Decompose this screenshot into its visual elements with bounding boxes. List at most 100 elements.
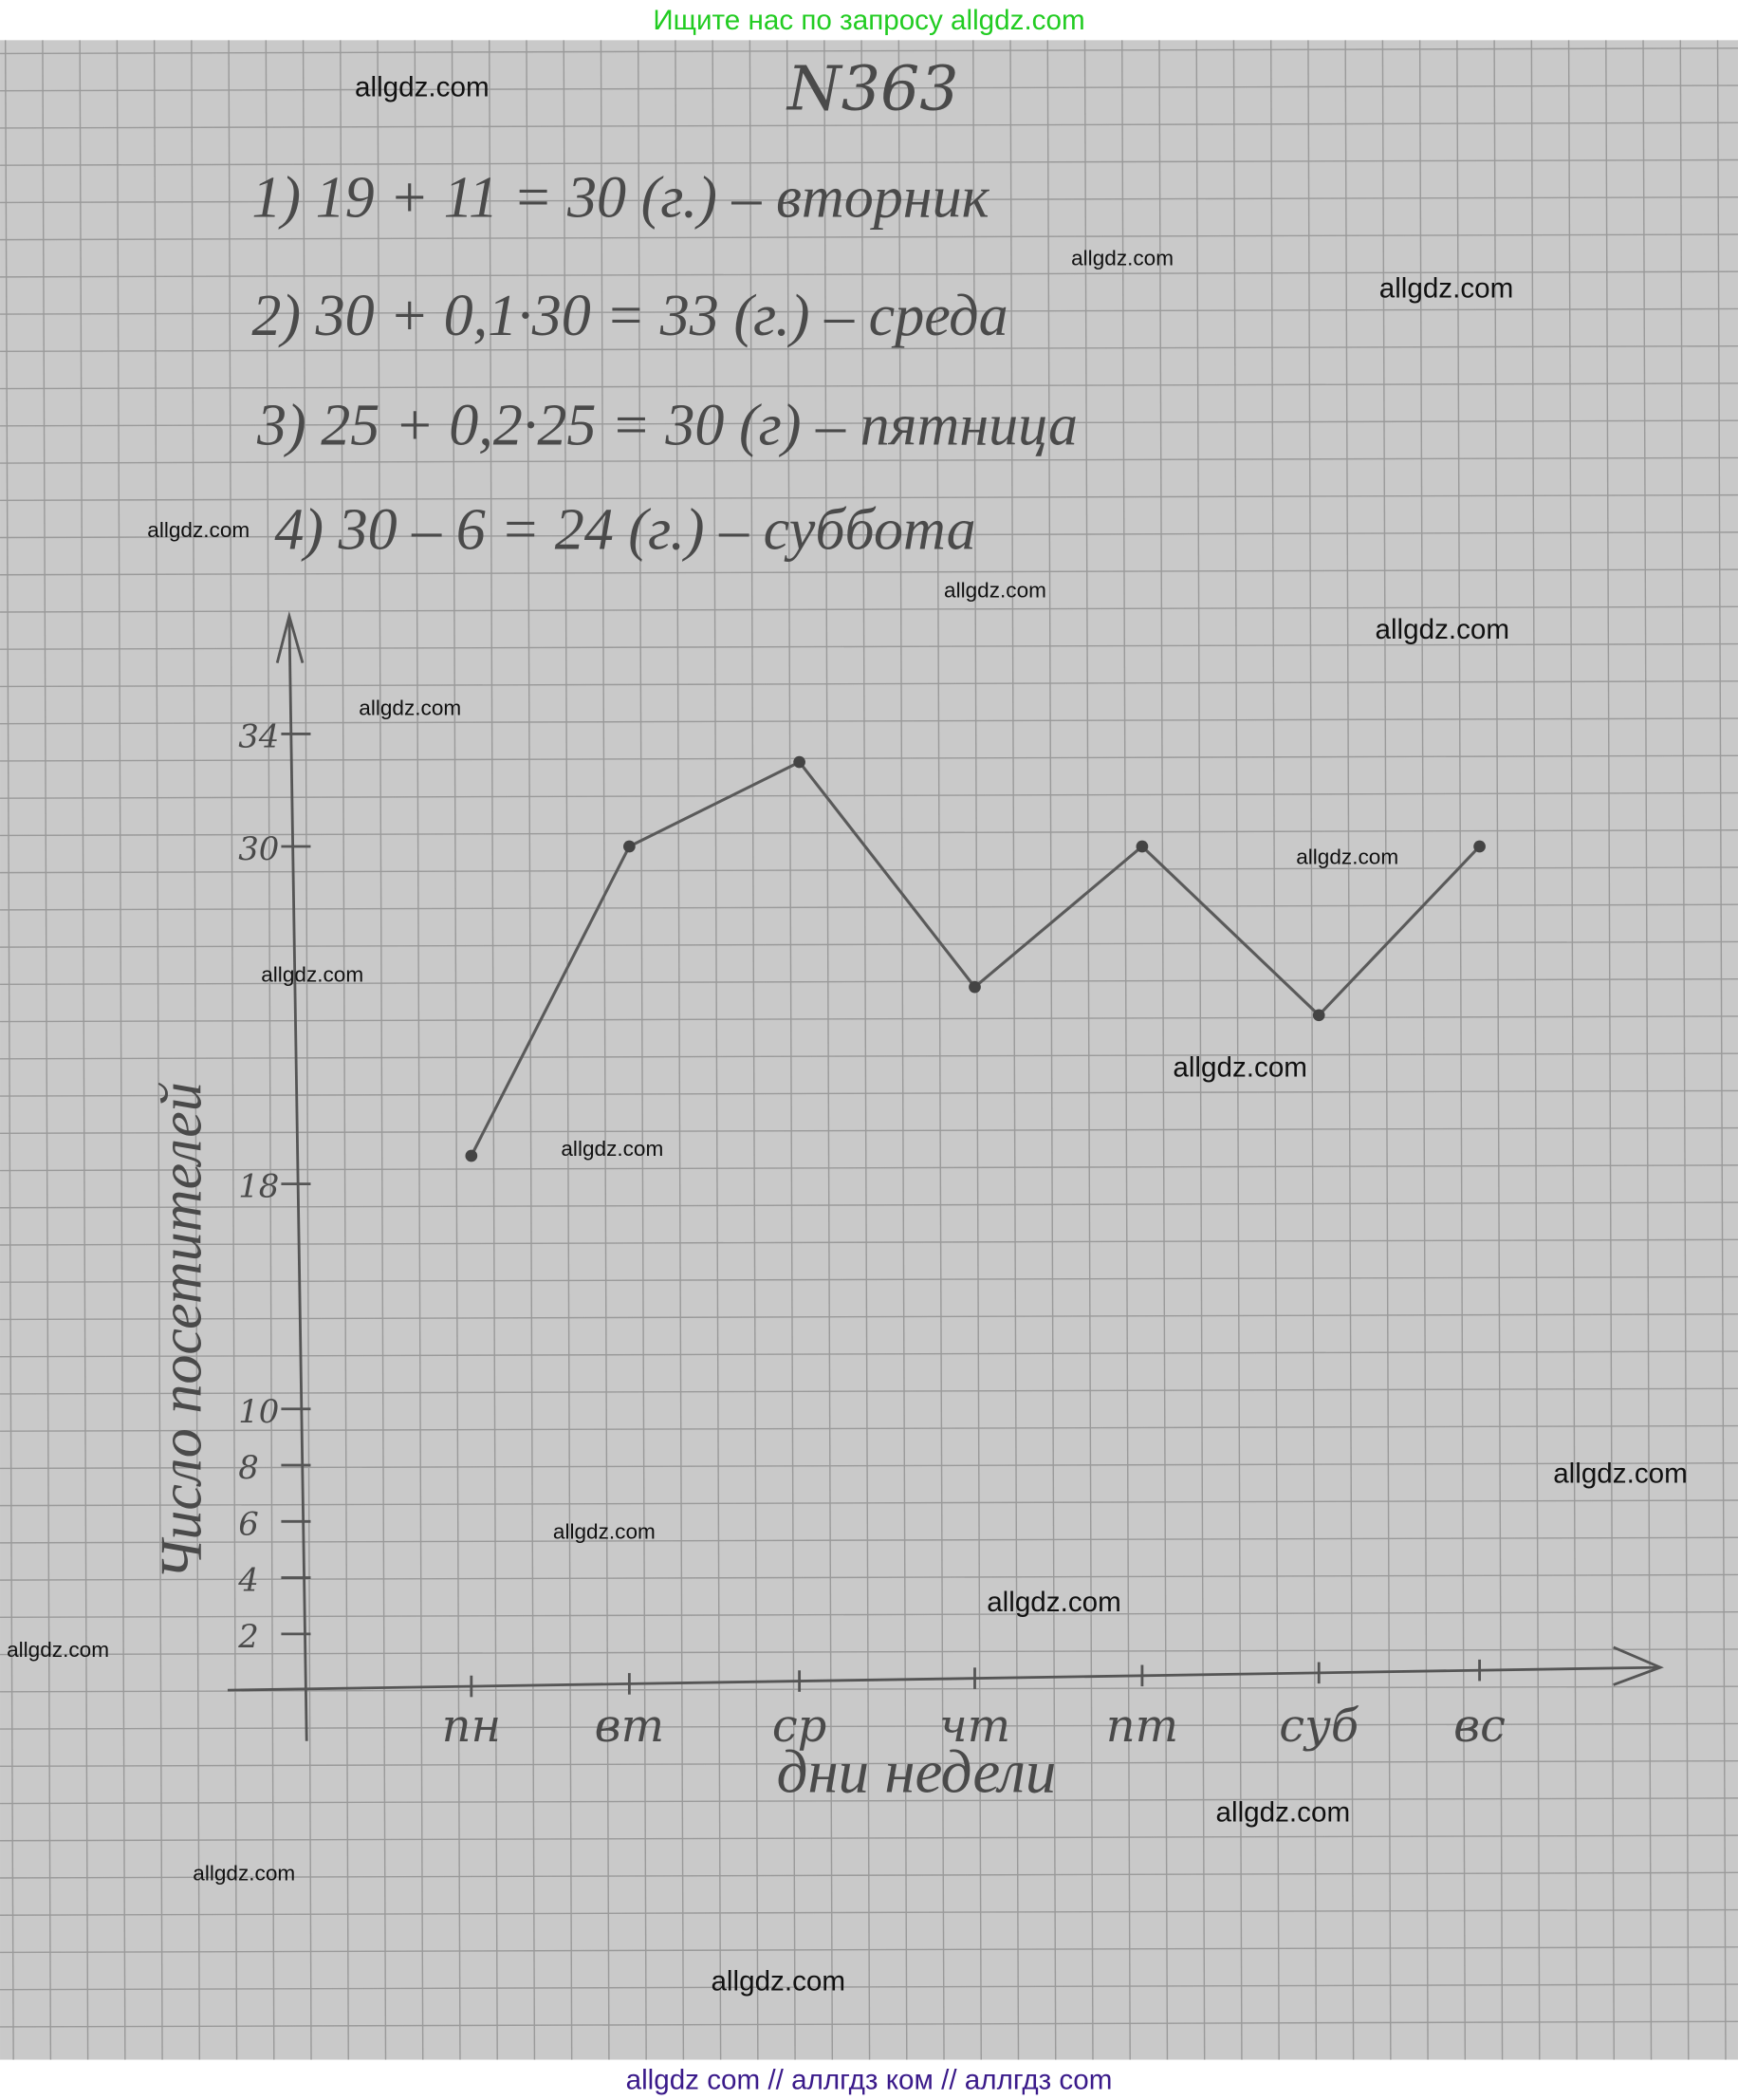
grid-line [0,1610,1738,1619]
chart: 2 4 6 8 10 18 30 34 пн вт ср чт пт суб вс Число посет… [150,610,1664,1806]
grid-line [0,977,1738,986]
x-tick-label: пн [442,1700,502,1753]
grid-line [0,1424,1738,1432]
y-tick-label: 18 [238,1168,279,1205]
grid-line [0,1313,1738,1321]
grid-line [0,382,1738,390]
grid-line [4,40,14,2060]
data-point-суб [1312,1009,1325,1022]
grid-line [153,40,163,2060]
x-tick-label: суб [1279,1700,1359,1753]
watermark: allgdz.com [1173,1052,1307,1084]
data-point-пт [1136,840,1149,853]
x-tick-label: вс [1453,1700,1506,1753]
watermark: allgdz.com [7,1638,109,1662]
grid-line [0,270,1738,278]
grid-line [414,40,424,2060]
y-tick-label: 6 [238,1505,259,1542]
grid-line [265,40,275,2060]
grid-line [1046,40,1057,2060]
grid-line [637,40,647,2060]
grid-line [0,568,1738,576]
x-axis [227,1665,1661,1692]
x-tick-label: ср [772,1700,827,1753]
grid-line [0,1462,1738,1470]
grid-line [972,40,982,2060]
data-point-вс [1473,840,1486,853]
grid-line [0,1387,1738,1395]
grid-line [0,1834,1738,1842]
watermark: allgdz.com [355,72,490,103]
watermark: allgdz.com [561,1137,663,1161]
grid-line [0,1052,1738,1060]
watermark: allgdz.com [261,963,363,987]
grid-line [526,40,536,2060]
x-axis-label: дни недели [777,1738,1057,1806]
grid-line [79,40,89,2060]
grid-line [0,1201,1738,1209]
watermark: allgdz.com [1553,1458,1688,1489]
grid-line [0,158,1738,166]
grid-line [0,493,1738,501]
paper [0,40,1738,2060]
watermark: allgdz.com [553,1520,656,1544]
grid-line [0,307,1738,315]
y-axis [287,616,308,1741]
watermark: allgdz.com [1296,845,1398,868]
grid-line [377,40,387,2060]
solution-line-2: 2) 30 + 0,1·30 = 33 (г.) – среда [251,284,1008,348]
grid-line [0,1350,1738,1358]
grid-line [0,791,1738,799]
watermark: allgdz.com [193,1862,295,1886]
grid-line [897,40,908,2060]
grid-line [0,196,1738,204]
y-tick-label: 30 [238,830,279,867]
grid-line [1567,40,1578,2060]
y-tick-label: 4 [237,1562,259,1599]
grid-line [1083,40,1094,2060]
data-point-чт [969,980,981,994]
grid-line [1418,40,1429,2060]
grid-line [1493,40,1504,2060]
grid-line [489,40,498,2060]
y-tick-label: 8 [238,1449,259,1486]
grid-line [451,40,461,2060]
grid-line [563,40,573,2060]
grid-line [0,1759,1738,1767]
x-tick-label: вт [595,1700,664,1753]
grid-line [1195,40,1206,2060]
grid-line [0,1908,1738,1916]
grid-line [228,40,238,2060]
grid-line [1232,40,1243,2060]
y-axis-label: Число посетителей [150,1082,214,1580]
grid-line [0,940,1738,948]
grid-line [1456,40,1467,2060]
grid-line [0,456,1738,464]
grid-line [860,40,871,2060]
data-point-ср [793,755,805,769]
grid-line [0,866,1738,874]
data-point-вт [623,840,636,853]
grid-line [0,1536,1738,1544]
grid-line [0,1164,1738,1172]
data-point-пн [465,1149,478,1162]
watermarks: allgdz.com allgdz.com allgdz.com allgdz.com… [7,72,1688,1998]
grid-line [749,40,759,2060]
grid-line [340,40,349,2060]
y-tick-label: 10 [238,1393,279,1430]
x-axis-arrow [1613,1645,1664,1686]
grid-line [0,605,1738,613]
grid-line [1009,40,1020,2060]
grid-line [0,344,1738,353]
grid-line [0,903,1738,911]
grid-line [0,2020,1738,2028]
grid-line [0,754,1738,762]
grid-line [0,1648,1738,1656]
grid-line [675,40,685,2060]
footer-links[interactable]: allgdz com // аллгдз ком // аллгдз com [626,2065,1113,2096]
grid-line [1605,40,1615,2060]
grid-line [0,419,1738,427]
grid-line [0,1573,1738,1581]
x-tick-label: пт [1106,1700,1178,1753]
